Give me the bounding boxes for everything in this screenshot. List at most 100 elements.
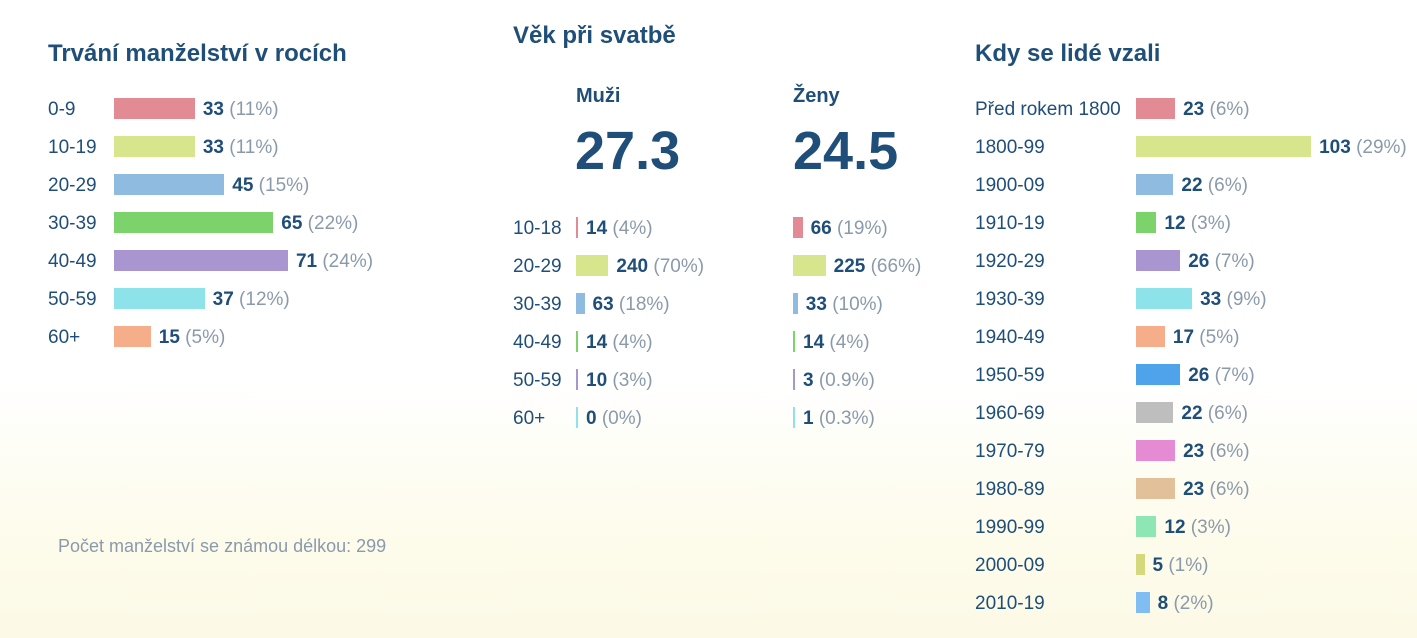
bar: [114, 250, 288, 271]
bar-value-label: 1 (0.3%): [803, 408, 875, 430]
bar-percent: (29%): [1350, 137, 1407, 158]
bar-value-label: 5 (1%): [1153, 555, 1209, 577]
bar-value: 23: [1183, 99, 1205, 120]
bar-value: 71: [295, 251, 318, 272]
bar-value-label: 14 (4%): [586, 332, 653, 354]
bar-percent: (24%): [317, 251, 374, 272]
bar-row: 1950-59 26 (7%): [975, 356, 1417, 394]
bar-value: 33: [805, 294, 827, 315]
bar-value-label: 45 (15%): [232, 175, 309, 197]
bar-percent: (7%): [1209, 251, 1255, 272]
men-average-age: 27.3: [575, 121, 681, 181]
bar-row: 30-39 65 (22%): [48, 204, 468, 242]
bar-value: 33: [202, 137, 224, 158]
bar-value-label: 103 (29%): [1319, 137, 1407, 159]
bar: [793, 407, 795, 428]
bar-value: 17: [1172, 327, 1195, 348]
bar-category-label: 20-29: [48, 175, 97, 196]
bar-percent: (6%): [1204, 479, 1250, 500]
bar-value: 14: [586, 218, 608, 239]
bar-category-label: 1950-59: [975, 365, 1045, 386]
bar-value: 23: [1183, 441, 1205, 462]
bar-percent: (0.3%): [813, 408, 875, 429]
bar-percent: (22%): [302, 213, 359, 234]
bar-percent: (11%): [223, 137, 279, 158]
bar-percent: (4%): [607, 332, 653, 353]
bar: [793, 255, 826, 276]
bar-percent: (10%): [826, 294, 883, 315]
bar-value-label: 225 (66%): [834, 256, 922, 278]
bar-category-label: 1960-69: [975, 403, 1045, 424]
bar-row: 40-49: [513, 323, 943, 361]
bar-row: 2010-19 8 (2%): [975, 584, 1417, 622]
bar: [576, 255, 609, 276]
age-chart: 10-18 20-29 30-39 40-49 50-59 60+ 14 (4%) 240 (…: [513, 209, 943, 437]
bar-value-label: 14 (4%): [586, 218, 653, 240]
bar-row: 2000-09 5 (1%): [975, 546, 1417, 584]
bar: [576, 331, 578, 352]
bar-category-label: 60+: [513, 408, 546, 429]
bar-percent: (1%): [1163, 555, 1209, 576]
bar-value: 63: [592, 294, 614, 315]
bar-category-label: 10-18: [513, 218, 562, 239]
bar: [1136, 212, 1157, 233]
bar-percent: (18%): [613, 294, 670, 315]
bar: [1136, 592, 1150, 613]
bar-row: 14 (4%): [513, 323, 943, 361]
bar-category-label: 1910-19: [975, 213, 1045, 234]
bar-value-label: 37 (12%): [213, 289, 290, 311]
bar-value: 37: [212, 289, 234, 310]
bar-category-label: 60+: [48, 327, 81, 348]
bar-row: 20-29 45 (15%): [48, 166, 468, 204]
bar-percent: (6%): [1204, 99, 1250, 120]
bar-value: 66: [810, 218, 832, 239]
bar-category-label: 10-19: [48, 137, 97, 158]
bar-percent: (5%): [1194, 327, 1240, 348]
bar-row: 1 (0.3%): [513, 399, 943, 437]
bar-value-label: 33 (9%): [1200, 289, 1267, 311]
bar-value: 225: [833, 256, 866, 277]
bar: [1136, 250, 1181, 271]
bar-value: 15: [158, 327, 180, 348]
bar-category-label: 40-49: [48, 251, 97, 272]
bar-row: 225 (66%): [513, 247, 943, 285]
bar-percent: (0%): [596, 408, 642, 429]
when-title: Kdy se lidé vzali: [975, 40, 1161, 67]
bar-value-label: 33 (11%): [203, 99, 279, 121]
bar: [1136, 554, 1145, 575]
background-wash: [0, 380, 1417, 638]
duration-title: Trvání manželství v rocích: [48, 40, 347, 67]
bar-row: 20-29: [513, 247, 943, 285]
bar-value-label: 12 (3%): [1164, 517, 1231, 539]
bar-row: 1910-19 12 (3%): [975, 204, 1417, 242]
bar-row: 240 (70%): [513, 247, 943, 285]
bar-category-label: 1970-79: [975, 441, 1045, 462]
bar: [1136, 516, 1157, 537]
bar-percent: (6%): [1204, 441, 1250, 462]
bar: [114, 98, 195, 119]
bar-value: 240: [616, 256, 649, 277]
bar-category-label: 1930-39: [975, 289, 1045, 310]
bar-value-label: 66 (19%): [811, 218, 888, 240]
bar-value: 8: [1157, 593, 1169, 614]
bar: [793, 331, 796, 352]
women-heading: Ženy: [793, 85, 840, 107]
bar-value-label: 22 (6%): [1181, 403, 1248, 425]
bar-percent: (4%): [824, 332, 870, 353]
bar: [1136, 440, 1176, 461]
bar-value: 3: [803, 370, 814, 391]
bar-row: 50-59: [513, 361, 943, 399]
bar-row: Před rokem 1800 23 (6%): [975, 90, 1417, 128]
bar-percent: (19%): [831, 218, 888, 239]
age-panel: Věk při svatbě Muži Ženy 27.3 24.5 10-18…: [513, 20, 943, 440]
bar-value-label: 10 (3%): [586, 370, 653, 392]
bar-row: 0-9 33 (11%): [48, 90, 468, 128]
bar-value: 33: [1200, 289, 1222, 310]
bar-row: 60+ 15 (5%): [48, 318, 468, 356]
bar-value: 12: [1164, 213, 1186, 234]
bar: [576, 217, 578, 238]
bar: [576, 407, 578, 428]
bar: [1136, 326, 1165, 347]
bar: [793, 217, 803, 238]
bar-percent: (66%): [865, 256, 922, 277]
